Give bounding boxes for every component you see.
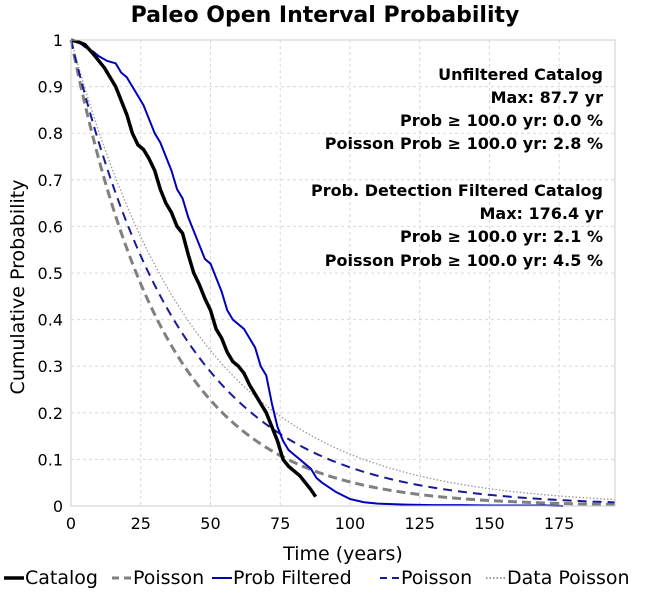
- annotation-filtered-prob: Prob ≥ 100.0 yr: 2.1 %: [400, 227, 603, 246]
- annotation-filtered-max: Max: 176.4 yr: [479, 204, 603, 223]
- x-tick-label: 100: [335, 514, 366, 533]
- x-tick-label: 125: [404, 514, 435, 533]
- legend-label: Prob Filtered: [233, 567, 352, 589]
- plot-frame: [70, 39, 616, 507]
- y-tick-label: 0.2: [38, 404, 63, 423]
- annotation-unfiltered-max: Max: 87.7 yr: [491, 88, 603, 107]
- grid: [70, 39, 615, 507]
- ticks: 0 0.1 0.2 0.3 0.4 0.5 0.6 0.7 0.8 0.9 1 0 25 50 75 100 1…: [38, 31, 575, 533]
- chart-title: Paleo Open Interval Probability: [131, 3, 520, 28]
- y-tick-label: 0.9: [38, 78, 63, 97]
- y-tick-label: 0.5: [38, 264, 63, 283]
- series-line-catalog: [70, 38, 318, 498]
- series-line-prob-filtered: [70, 39, 564, 507]
- legend-label: Poisson: [401, 567, 472, 589]
- legend-label: Poisson: [133, 567, 204, 589]
- x-tick-label: 0: [66, 514, 76, 533]
- annotation-filtered-poisson: Poisson Prob ≥ 100.0 yr: 4.5 %: [325, 251, 603, 270]
- y-tick-label: 0.1: [38, 450, 63, 469]
- annotation-unfiltered-poisson: Poisson Prob ≥ 100.0 yr: 2.8 %: [325, 134, 603, 153]
- y-tick-label: 0: [53, 497, 63, 516]
- y-tick-label: 0.7: [38, 171, 63, 190]
- x-tick-label: 25: [131, 514, 151, 533]
- y-tick-label: 0.3: [38, 357, 63, 376]
- legend-label: Data Poisson: [507, 567, 630, 589]
- series-line-poisson: [70, 39, 616, 504]
- y-tick-label: 1: [53, 31, 63, 50]
- y-tick-label: 0.8: [38, 124, 63, 143]
- x-tick-label: 50: [200, 514, 220, 533]
- annotation-unfiltered-heading: Unfiltered Catalog: [438, 65, 603, 84]
- y-axis-label: Cumulative Probability: [7, 180, 29, 395]
- y-tick-label: 0.6: [38, 217, 63, 236]
- series-line-data-poisson: [70, 39, 616, 501]
- x-tick-label: 75: [270, 514, 290, 533]
- x-tick-label: 150: [474, 514, 505, 533]
- x-tick-label: 175: [544, 514, 575, 533]
- legend-label: Catalog: [25, 567, 98, 589]
- x-axis-label: Time (years): [282, 543, 403, 565]
- series-line-poisson: [69, 39, 616, 507]
- annotation-box: Unfiltered Catalog Max: 87.7 yr Prob ≥ 1…: [311, 65, 603, 270]
- y-tick-label: 0.4: [38, 311, 63, 330]
- annotation-filtered-heading: Prob. Detection Filtered Catalog: [311, 181, 603, 200]
- legend: Catalog Poisson Prob Filtered Poisson Data P…: [4, 567, 630, 589]
- annotation-unfiltered-prob: Prob ≥ 100.0 yr: 0.0 %: [400, 111, 603, 130]
- series-layer: [69, 38, 616, 507]
